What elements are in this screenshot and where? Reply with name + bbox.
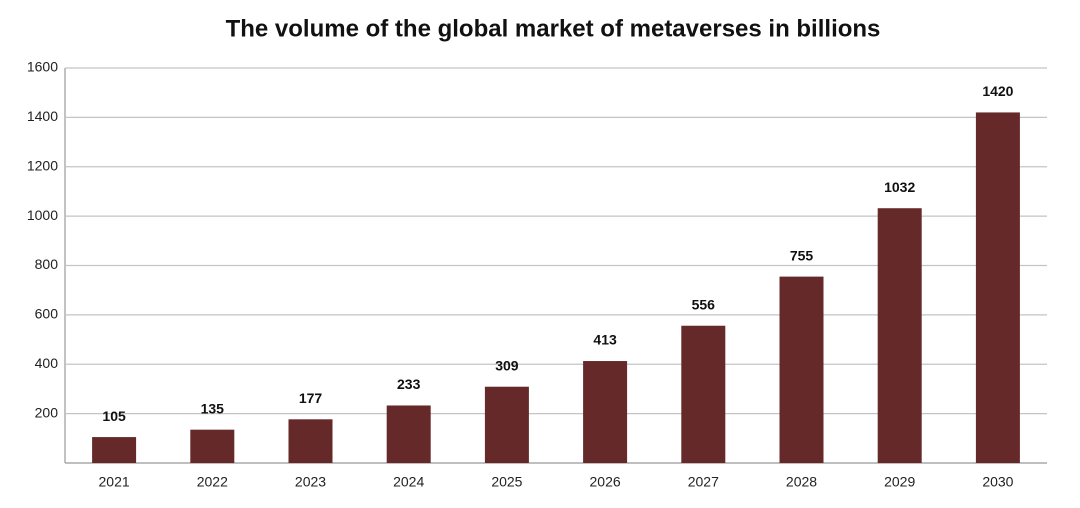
y-tick-label: 800 bbox=[35, 256, 59, 272]
x-tick-label: 2022 bbox=[197, 474, 228, 490]
bar bbox=[484, 386, 529, 463]
bar bbox=[779, 276, 824, 463]
bar bbox=[92, 437, 137, 463]
y-tick-label: 600 bbox=[35, 306, 59, 322]
y-tick-label: 1600 bbox=[27, 59, 58, 75]
y-tick-label: 400 bbox=[35, 355, 59, 371]
x-tick-label: 2021 bbox=[99, 474, 130, 490]
y-tick-label: 1000 bbox=[27, 207, 58, 223]
value-label: 105 bbox=[102, 408, 126, 424]
value-label: 1032 bbox=[884, 179, 915, 195]
bar bbox=[975, 112, 1020, 463]
value-label: 413 bbox=[593, 332, 617, 348]
bar bbox=[190, 429, 235, 463]
chart-title: The volume of the global market of metav… bbox=[226, 15, 881, 42]
bar bbox=[877, 208, 922, 463]
x-tick-label: 2027 bbox=[688, 474, 719, 490]
y-tick-label: 1200 bbox=[27, 157, 58, 173]
y-tick-label: 200 bbox=[35, 404, 59, 420]
x-tick-label: 2029 bbox=[884, 474, 915, 490]
x-tick-label: 2028 bbox=[786, 474, 817, 490]
x-tick-label: 2025 bbox=[491, 474, 522, 490]
value-label: 177 bbox=[299, 390, 323, 406]
value-label: 556 bbox=[692, 296, 716, 312]
value-label: 309 bbox=[495, 357, 519, 373]
value-label: 233 bbox=[397, 376, 421, 392]
x-tick-label: 2023 bbox=[295, 474, 326, 490]
x-tick-label: 2024 bbox=[393, 474, 424, 490]
bar bbox=[288, 419, 333, 463]
x-tick-label: 2030 bbox=[982, 474, 1013, 490]
bar bbox=[386, 405, 431, 463]
value-label: 1420 bbox=[982, 83, 1013, 99]
bar bbox=[681, 325, 726, 463]
y-tick-label: 1400 bbox=[27, 108, 58, 124]
x-tick-label: 2026 bbox=[590, 474, 621, 490]
bar bbox=[583, 361, 628, 463]
value-label: 135 bbox=[201, 400, 225, 416]
value-label: 755 bbox=[790, 247, 814, 263]
